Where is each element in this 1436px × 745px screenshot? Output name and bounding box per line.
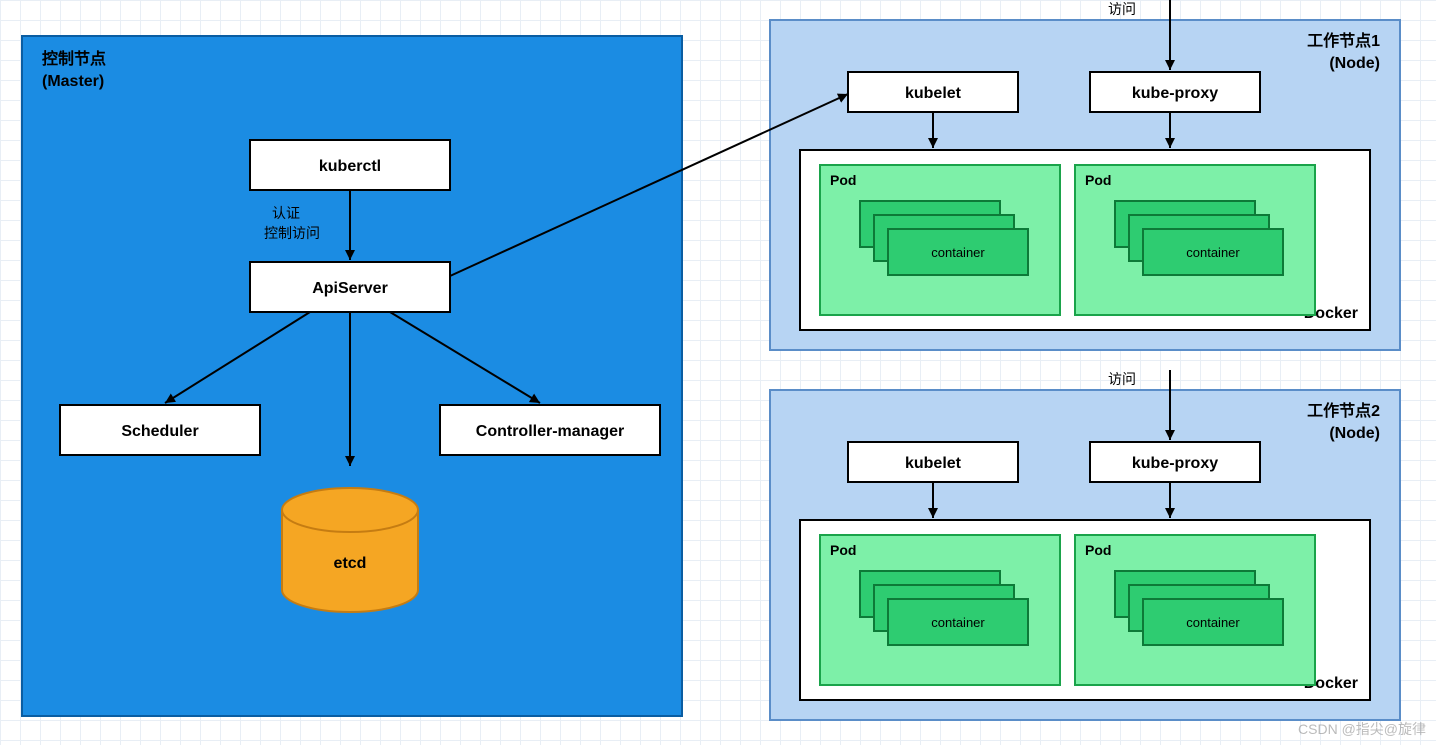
node2-title-1: 工作节点2 — [1307, 401, 1380, 420]
node2-kubeproxy-label: kube-proxy — [1132, 455, 1218, 472]
etcd-label: etcd — [334, 555, 367, 572]
master-title-1: 控制节点 — [42, 49, 106, 68]
etcd-top — [282, 488, 418, 532]
node2-pod1-container-label: container — [931, 615, 985, 630]
node2-title-2: (Node) — [1329, 425, 1380, 442]
access-label-2: 访问 — [1108, 371, 1136, 387]
node2-kubelet-label: kubelet — [905, 455, 962, 472]
watermark: CSDN @指尖@旋律 — [1298, 719, 1426, 739]
node2-pod2-container-label: container — [1186, 615, 1240, 630]
diagram-canvas: 控制节点 (Master) kuberctl ApiServer Scheduler Co… — [0, 0, 1436, 745]
node1-pod1-container-label: container — [931, 245, 985, 260]
controller-box-label: Controller-manager — [476, 423, 624, 440]
node1-kubelet-label: kubelet — [905, 85, 962, 102]
node1-pod2-container-label: container — [1186, 245, 1240, 260]
master-title-2: (Master) — [42, 73, 104, 90]
node1-pod2-label: Pod — [1085, 172, 1111, 188]
apiserver-box-label: ApiServer — [312, 280, 388, 297]
auth-label-2: 控制访问 — [264, 225, 320, 241]
node1-title-1: 工作节点1 — [1307, 31, 1380, 50]
master-panel — [22, 36, 682, 716]
node1-kubeproxy-label: kube-proxy — [1132, 85, 1218, 102]
auth-label-1: 认证 — [272, 205, 300, 221]
access-label-1: 访问 — [1108, 1, 1136, 17]
scheduler-box-label: Scheduler — [121, 423, 198, 440]
node1-title-2: (Node) — [1329, 55, 1380, 72]
kuberctl-box-label: kuberctl — [319, 158, 381, 175]
node2-pod2-label: Pod — [1085, 542, 1111, 558]
node1-pod1-label: Pod — [830, 172, 856, 188]
node2-pod1-label: Pod — [830, 542, 856, 558]
